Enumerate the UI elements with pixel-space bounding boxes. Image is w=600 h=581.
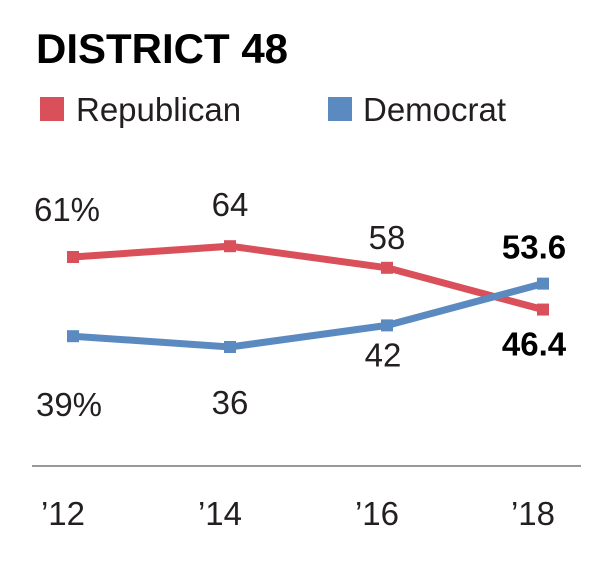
data-label-democrat-1: 36 xyxy=(212,384,249,421)
data-label-democrat-2: 42 xyxy=(365,336,402,373)
point-republican-0 xyxy=(67,251,79,263)
data-label-democrat-0: 39% xyxy=(36,386,102,423)
legend-label-democrat: Democrat xyxy=(363,91,506,128)
point-democrat-0 xyxy=(67,330,79,343)
legend: Republican Democrat xyxy=(40,91,506,128)
legend-label-republican: Republican xyxy=(76,91,241,128)
data-label-republican-2: 58 xyxy=(369,219,406,256)
legend-swatch-republican xyxy=(40,97,64,121)
point-republican-2 xyxy=(381,261,393,274)
x-tick-label: ’12 xyxy=(41,495,85,532)
series-line-republican xyxy=(72,242,544,313)
series-line-democrat xyxy=(72,280,544,351)
data-label-republican-1: 64 xyxy=(212,186,249,223)
point-republican-1 xyxy=(224,240,236,253)
plot-area: 61% 64 58 46.4 39% 36 42 53.6 ’12 ’14 ’16 ’18 xyxy=(34,186,567,532)
data-label-democrat-3: 53.6 xyxy=(502,229,566,266)
chart-title: DISTRICT 48 xyxy=(36,25,288,72)
point-democrat-2 xyxy=(381,319,393,332)
data-label-republican-3: 46.4 xyxy=(502,326,567,363)
x-tick-label: ’16 xyxy=(355,495,399,532)
x-tick-label: ’18 xyxy=(511,495,555,532)
legend-swatch-democrat xyxy=(328,97,352,121)
data-label-republican-0: 61% xyxy=(34,191,100,228)
x-tick-label: ’14 xyxy=(198,495,242,532)
point-democrat-1 xyxy=(224,341,236,353)
point-democrat-3 xyxy=(537,277,549,290)
point-republican-3 xyxy=(537,303,549,316)
